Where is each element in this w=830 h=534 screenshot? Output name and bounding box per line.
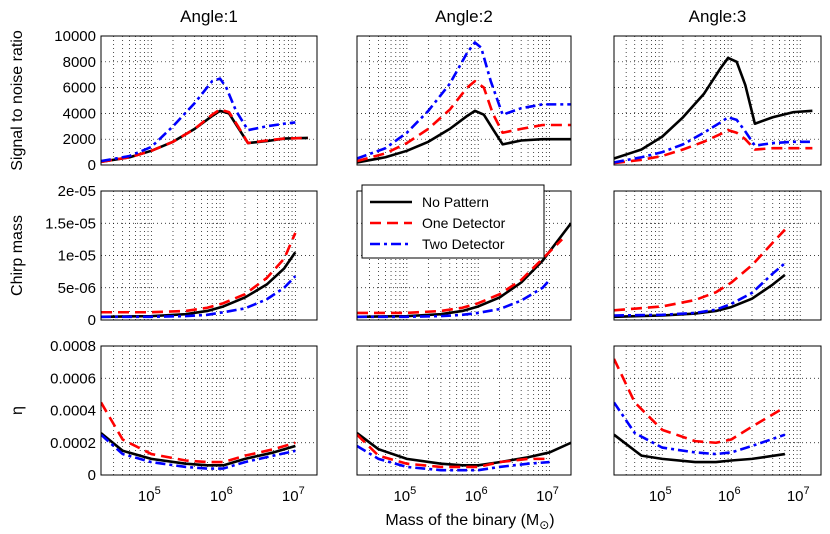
- panel-r2-c1: 105 106 107: [356, 345, 572, 505]
- y-tick-label: 8000: [63, 54, 96, 71]
- axes-frame: [356, 35, 572, 166]
- y-tick-label: 4000: [63, 105, 96, 122]
- axes-frame: [100, 345, 318, 476]
- series-line-one-detector: [357, 433, 550, 469]
- x-tick-label: 106: [718, 485, 741, 505]
- panel-r0-c0: 0 2000 4000 6000 8000 10000: [54, 28, 318, 174]
- x-tick-label: 107: [282, 485, 305, 505]
- series-line-one-detector: [614, 128, 813, 165]
- legend-label: No Pattern: [422, 194, 489, 210]
- panel-r2-c0: 0 0.0002 0.0004 0.0006 0.0008 105 106 107: [50, 338, 318, 505]
- column-title: Angle:2: [435, 7, 493, 26]
- y-tick-label: 1e-05: [58, 248, 96, 265]
- axes-frame: [613, 35, 822, 166]
- series-line-two-detector: [614, 262, 786, 317]
- legend-label: One Detector: [422, 215, 506, 231]
- column-title: Angle:3: [689, 7, 747, 26]
- y-tick-label: 2e-05: [58, 183, 96, 200]
- series-line-two-detector: [101, 433, 296, 470]
- x-tick-label: 107: [536, 485, 559, 505]
- y-axis-label: Chirp mass: [9, 215, 26, 296]
- series-line-one-detector: [101, 108, 309, 164]
- x-tick-label: 106: [210, 485, 233, 505]
- series-line-two-detector: [101, 275, 297, 319]
- panel-r1-c2: [613, 190, 822, 321]
- y-tick-label: 0.0006: [50, 370, 96, 387]
- grid-lines: [613, 190, 822, 321]
- series-line-no-pattern: [101, 109, 309, 164]
- legend-label: Two Detector: [422, 236, 505, 252]
- axes-frame: [100, 35, 318, 166]
- series-line-one-detector: [614, 228, 786, 312]
- y-tick-label: 1.5e-05: [45, 215, 96, 232]
- x-tick-label: 105: [138, 485, 161, 505]
- grid-lines: [100, 345, 318, 476]
- y-tick-label: 10000: [54, 28, 96, 45]
- series-line-no-pattern: [101, 432, 296, 467]
- y-tick-label: 0.0004: [50, 403, 96, 420]
- x-axis-label: Mass of the binary (M⊙): [385, 512, 554, 532]
- y-tick-label: 0: [88, 157, 96, 174]
- grid-lines: [100, 190, 318, 321]
- x-tick-label: 105: [649, 485, 672, 505]
- series-line-no-pattern: [357, 222, 571, 319]
- axes-frame: [100, 190, 318, 321]
- series-line-one-detector: [614, 358, 786, 445]
- series-line-no-pattern: [357, 432, 571, 467]
- series-line-two-detector: [357, 41, 571, 160]
- y-tick-label: 6000: [63, 80, 96, 97]
- grid-lines: [613, 35, 822, 166]
- axes-frame: [613, 345, 822, 476]
- grid-lines: [356, 35, 572, 166]
- series-line-one-detector: [101, 232, 297, 314]
- x-tick-label: 107: [787, 485, 810, 505]
- legend: No Pattern One Detector Two Detector: [361, 184, 545, 259]
- series-line-no-pattern: [614, 433, 786, 464]
- series-line-two-detector: [357, 279, 551, 319]
- series-line-two-detector: [101, 77, 296, 163]
- y-tick-label: 0.0008: [50, 338, 96, 355]
- series-line-one-detector: [357, 79, 571, 163]
- axes-frame: [613, 190, 822, 321]
- series-line-two-detector: [357, 444, 550, 472]
- y-tick-label: 0: [88, 467, 96, 484]
- series-line-no-pattern: [357, 109, 571, 164]
- series-line-no-pattern: [614, 273, 786, 319]
- panel-r2-c2: 105 106 107: [613, 345, 822, 505]
- x-tick-label: 105: [393, 485, 416, 505]
- series-line-two-detector: [614, 401, 786, 456]
- series-line-no-pattern: [101, 251, 297, 319]
- grid-lines: [100, 35, 318, 166]
- panel-r0-c1: [356, 35, 572, 166]
- column-title: Angle:1: [180, 7, 238, 26]
- series-line-no-pattern: [614, 56, 813, 160]
- series-line-one-detector: [357, 238, 564, 315]
- y-axis-label: Signal to noise ratio: [9, 30, 26, 171]
- x-tick-label: 106: [465, 485, 488, 505]
- grid-lines: [356, 345, 572, 476]
- series-line-one-detector: [101, 401, 296, 464]
- legend-box: [361, 184, 545, 259]
- y-tick-label: 0.0002: [50, 435, 96, 452]
- y-tick-label: 2000: [63, 131, 96, 148]
- panel-r1-c0: 0 5e-06 1e-05 1.5e-05 2e-05: [45, 183, 318, 329]
- y-tick-label: 0: [88, 312, 96, 329]
- panel-r0-c2: [613, 35, 822, 166]
- y-axis-label: η: [9, 406, 26, 415]
- axes-frame: [356, 345, 572, 476]
- y-tick-label: 5e-06: [58, 280, 96, 297]
- series-line-two-detector: [614, 115, 813, 164]
